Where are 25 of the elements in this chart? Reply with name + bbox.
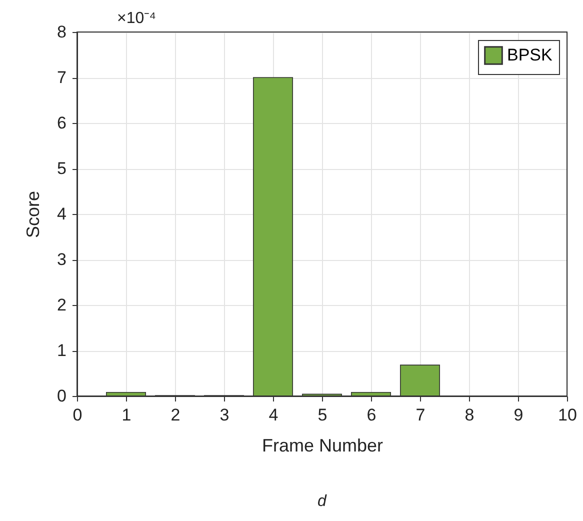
x-tick-label: 6 [366, 406, 376, 424]
legend-label: BPSK [507, 46, 554, 64]
x-tick-label: 10 [558, 406, 577, 424]
text: d [318, 493, 328, 510]
x-tick-label: 9 [514, 406, 524, 424]
y-tick-label: 2 [57, 296, 66, 314]
y-tick-label: 8 [57, 22, 66, 42]
x-tick-label: 7 [416, 406, 426, 424]
x-tick-label: 2 [170, 406, 180, 424]
x-tick-label: 0 [72, 406, 82, 424]
y-tick-label: 0 [57, 386, 66, 406]
y-tick-label: 7 [57, 68, 66, 87]
y-tick-label: 6 [57, 114, 66, 132]
x-tick-label: 8 [464, 406, 474, 424]
y-axis-title: Score [23, 190, 44, 238]
y-tick-label: 3 [57, 250, 66, 269]
y-tick-label: 4 [57, 204, 66, 224]
x-tick-label: 5 [318, 406, 328, 424]
x-tick-label: 3 [220, 406, 230, 424]
text: ×10⁻⁴ [117, 10, 156, 27]
x-tick-label: 4 [268, 406, 278, 424]
x-tick-label: 1 [122, 406, 132, 424]
x-axis-title: Frame Number [262, 436, 384, 456]
y-tick-label: 5 [57, 159, 66, 178]
y-tick-label: 1 [57, 341, 66, 360]
